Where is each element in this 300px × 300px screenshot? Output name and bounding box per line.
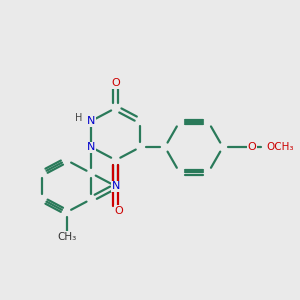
Text: H: H — [75, 112, 83, 123]
Text: N: N — [87, 116, 95, 126]
Text: O: O — [114, 206, 123, 216]
Text: N: N — [87, 142, 95, 152]
Text: CH₃: CH₃ — [57, 232, 76, 242]
Text: O: O — [111, 78, 120, 88]
Text: OCH₃: OCH₃ — [266, 142, 294, 152]
Text: O: O — [248, 142, 256, 152]
Text: N: N — [112, 181, 120, 191]
